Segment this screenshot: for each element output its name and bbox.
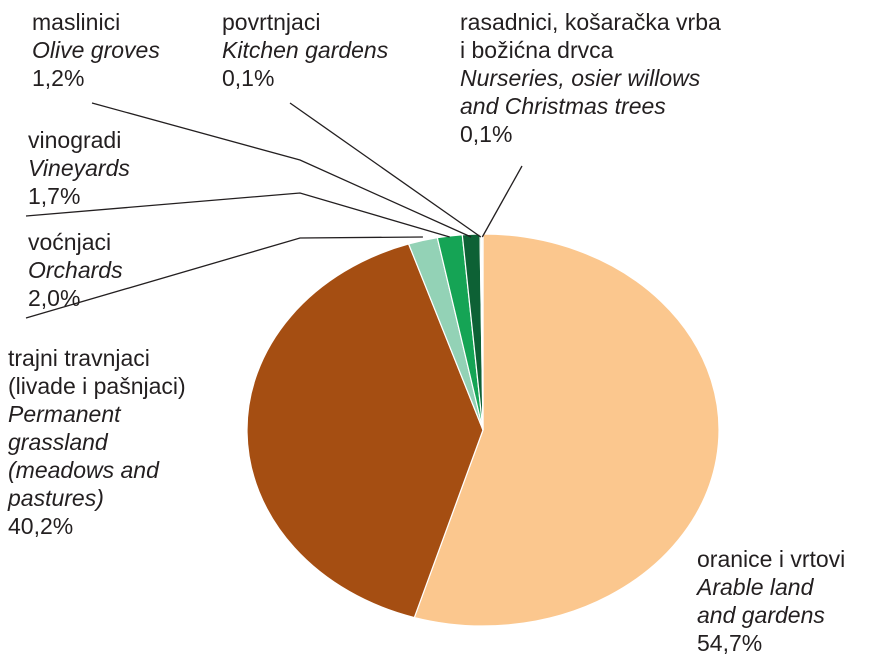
label-nurseries-en-1: Nurseries, osier willows [460, 64, 721, 92]
label-olive-groves-hr: maslinici [32, 8, 160, 36]
label-orchards-hr: voćnjaci [28, 228, 123, 256]
label-grassland-en-1: Permanent [8, 400, 186, 428]
label-vineyards-hr: vinogradi [28, 126, 130, 154]
label-vineyards-en: Vineyards [28, 154, 130, 182]
label-nurseries-hr-2: i božićna drvca [460, 36, 721, 64]
label-kitchen-gardens: povrtnjaci Kitchen gardens 0,1% [222, 8, 388, 92]
label-arable-pct: 54,7% [697, 629, 845, 657]
label-grassland-hr-1: trajni travnjaci [8, 344, 186, 372]
label-grassland-hr-2: (livade i pašnjaci) [8, 372, 186, 400]
label-grassland-en-4: pastures) [8, 484, 186, 512]
label-arable-en-1: Arable land [697, 573, 845, 601]
label-permanent-grassland: trajni travnjaci (livade i pašnjaci) Per… [8, 344, 186, 540]
label-orchards-pct: 2,0% [28, 284, 123, 312]
label-nurseries-en-2: and Christmas trees [460, 92, 721, 120]
label-olive-groves-pct: 1,2% [32, 64, 160, 92]
label-kitchen-gardens-pct: 0,1% [222, 64, 388, 92]
label-nurseries-hr-1: rasadnici, košaračka vrba [460, 8, 721, 36]
label-olive-groves-en: Olive groves [32, 36, 160, 64]
label-arable-en-2: and gardens [697, 601, 845, 629]
label-vineyards-pct: 1,7% [28, 182, 130, 210]
label-vineyards: vinogradi Vineyards 1,7% [28, 126, 130, 210]
label-nurseries-pct: 0,1% [460, 120, 721, 148]
leader-olive [92, 103, 471, 237]
label-kitchen-gardens-en: Kitchen gardens [222, 36, 388, 64]
label-grassland-pct: 40,2% [8, 512, 186, 540]
pie-slices [247, 234, 719, 626]
label-grassland-en-3: (meadows and [8, 456, 186, 484]
label-nurseries: rasadnici, košaračka vrba i božićna drvc… [460, 8, 721, 148]
leader-nurseries [482, 166, 522, 237]
label-kitchen-gardens-hr: povrtnjaci [222, 8, 388, 36]
label-orchards-en: Orchards [28, 256, 123, 284]
label-arable-land: oranice i vrtovi Arable land and gardens… [697, 545, 845, 657]
label-grassland-en-2: grassland [8, 428, 186, 456]
leader-kitchen [290, 103, 481, 237]
label-orchards: voćnjaci Orchards 2,0% [28, 228, 123, 312]
label-arable-hr: oranice i vrtovi [697, 545, 845, 573]
label-olive-groves: maslinici Olive groves 1,2% [32, 8, 160, 92]
